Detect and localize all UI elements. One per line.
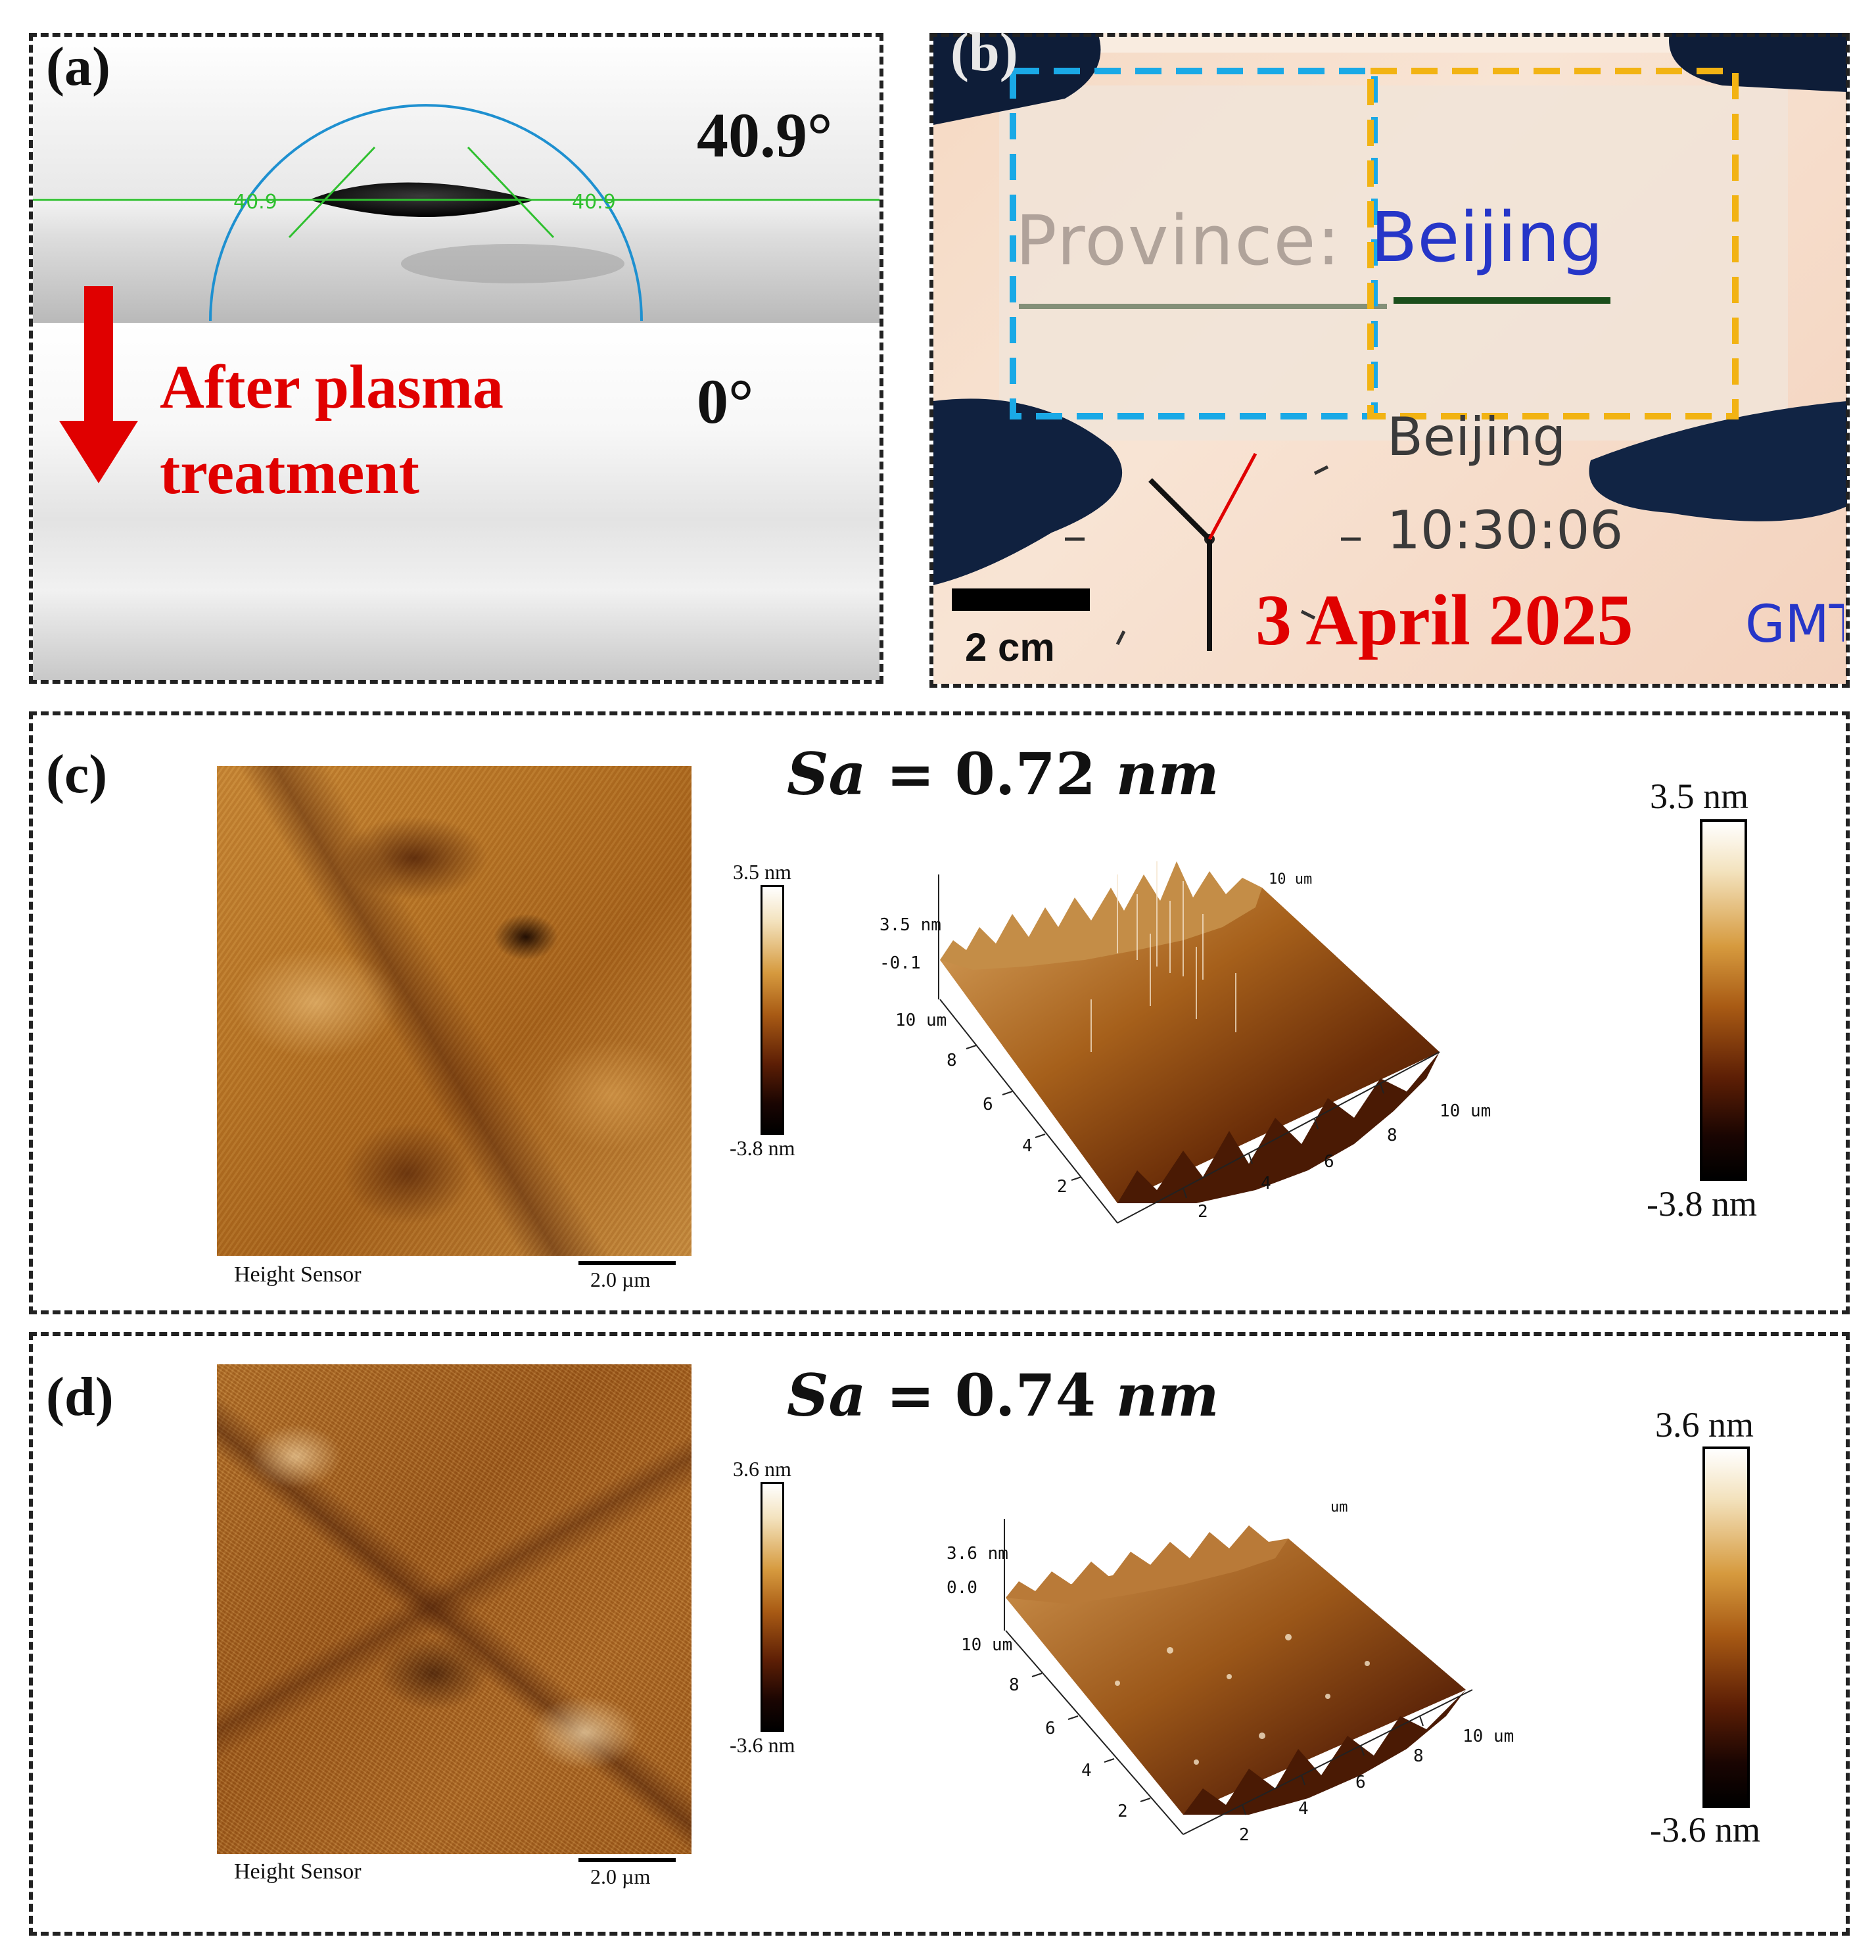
sa-symbol-c: Sa xyxy=(787,740,866,808)
sa-value-c: Sa = 0.72 nm xyxy=(787,740,1219,808)
contact-angle-image xyxy=(33,37,879,680)
panel-a-label: (a) xyxy=(46,36,110,97)
sa-equals-d: = xyxy=(886,1361,935,1429)
cbar-small-max-d: 3.6 nm xyxy=(733,1457,791,1481)
city-text: Beijing xyxy=(1387,406,1566,467)
x-tick-2-c: 2 xyxy=(1198,1202,1208,1222)
contact-angle-after: 0° xyxy=(697,366,754,437)
back-label-d: um xyxy=(1330,1499,1348,1516)
y-tick-4-c: 4 xyxy=(1022,1136,1033,1156)
x-tick-2-d: 2 xyxy=(1239,1825,1250,1845)
panel-a-frame xyxy=(29,33,883,684)
cbar-big-max-c: 3.5 nm xyxy=(1650,777,1749,816)
sa-unit-d: nm xyxy=(1115,1361,1219,1429)
y-axis-label-d: 10 um xyxy=(961,1635,1013,1655)
down-arrow-icon xyxy=(59,286,138,483)
screen-text-province: Province: xyxy=(1016,201,1342,281)
afm-height-map-d xyxy=(217,1364,692,1854)
z-top-label-d: 3.6 nm xyxy=(947,1544,1008,1564)
colorbar-small-c xyxy=(761,885,784,1135)
panel-b-photo xyxy=(933,33,1847,684)
panel-b-label: (b) xyxy=(950,22,1018,83)
cbar-big-max-d: 3.6 nm xyxy=(1655,1405,1754,1445)
scale-bar-c xyxy=(578,1261,676,1265)
treatment-text-line1: After plasma xyxy=(160,353,504,421)
x-axis-label-d: 10 um xyxy=(1463,1727,1514,1746)
panel-d-frame xyxy=(29,1332,1850,1936)
panel-d-label: (d) xyxy=(46,1366,114,1427)
sensor-label-d: Height Sensor xyxy=(234,1859,362,1884)
contact-angle-photo xyxy=(33,37,879,680)
treatment-text-line2: treatment xyxy=(160,439,419,507)
sa-symbol-d: Sa xyxy=(787,1361,866,1429)
angle-marker-left: 40.9 xyxy=(233,191,277,214)
scale-bar-label: 2 cm xyxy=(965,625,1055,669)
photo-scene xyxy=(933,33,1847,651)
x-axis-label-c: 10 um xyxy=(1440,1101,1491,1121)
angle-marker-right: 40.9 xyxy=(572,191,616,214)
date-text: 3 April 2025 xyxy=(1255,580,1633,660)
cbar-big-min-d: -3.6 nm xyxy=(1650,1810,1760,1850)
cbar-small-max-c: 3.5 nm xyxy=(733,860,791,884)
cbar-big-min-c: -3.8 nm xyxy=(1647,1184,1757,1224)
afm-3d-surface-d xyxy=(1004,1519,1473,1835)
x-tick-6-d: 6 xyxy=(1355,1773,1366,1792)
y-tick-6-d: 6 xyxy=(1045,1719,1056,1738)
screen-text-beijing: Beijing xyxy=(1371,197,1603,277)
colorbar-small-d xyxy=(761,1482,784,1732)
afm-height-map-c xyxy=(217,766,692,1256)
sensor-label-c: Height Sensor xyxy=(234,1262,362,1287)
colorbar-big-d xyxy=(1702,1446,1750,1808)
y-tick-8-c: 8 xyxy=(947,1051,957,1070)
time-text: 10:30:06 xyxy=(1387,500,1624,561)
sa-number-c: 0.72 xyxy=(954,740,1096,808)
x-tick-6-c: 6 xyxy=(1324,1152,1334,1172)
colorbar-big-c xyxy=(1700,819,1747,1181)
z-mid-label-d: 0.0 xyxy=(947,1578,977,1598)
panel-c-frame xyxy=(29,711,1850,1314)
cbar-small-min-c: -3.8 nm xyxy=(730,1136,795,1160)
y-tick-4-d: 4 xyxy=(1081,1761,1092,1781)
back-label-c: 10 um xyxy=(1269,871,1313,888)
y-axis-label-c: 10 um xyxy=(895,1011,947,1030)
sa-value-d: Sa = 0.74 nm xyxy=(787,1361,1219,1429)
scale-bar-label-c: 2.0 µm xyxy=(590,1268,651,1291)
panel-c-label: (c) xyxy=(46,744,108,805)
sa-number-d: 0.74 xyxy=(954,1361,1096,1429)
sa-unit-c: nm xyxy=(1115,740,1219,808)
panel-b-frame xyxy=(929,33,1850,688)
x-tick-4-d: 4 xyxy=(1298,1799,1309,1819)
x-tick-8-d: 8 xyxy=(1413,1746,1424,1766)
afm-3d-surface-c xyxy=(938,861,1440,1224)
cbar-small-min-d: -3.6 nm xyxy=(730,1733,795,1757)
y-tick-2-c: 2 xyxy=(1057,1177,1067,1197)
contact-angle-before: 40.9° xyxy=(697,100,833,170)
y-tick-2-d: 2 xyxy=(1117,1802,1128,1821)
scale-bar-label-d: 2.0 µm xyxy=(590,1865,651,1888)
x-tick-4-c: 4 xyxy=(1261,1174,1271,1193)
scale-bar-d xyxy=(578,1858,676,1862)
y-tick-8-d: 8 xyxy=(1009,1675,1020,1695)
z-top-label-c: 3.5 nm xyxy=(879,915,941,935)
sa-equals-c: = xyxy=(886,740,935,808)
z-mid-label-c: -0.1 xyxy=(879,953,921,973)
timezone-text: GMT xyxy=(1745,595,1844,654)
y-tick-6-c: 6 xyxy=(983,1095,993,1114)
x-tick-8-c: 8 xyxy=(1387,1126,1397,1145)
